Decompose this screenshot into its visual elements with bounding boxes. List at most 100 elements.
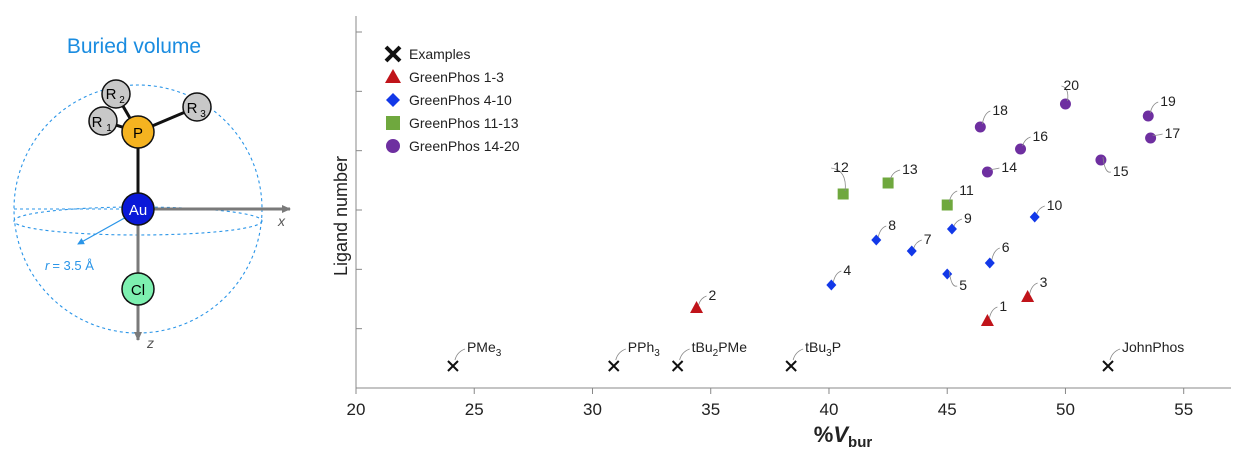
point-label: 6 (1002, 239, 1010, 255)
diamond-marker (906, 245, 917, 257)
point-label: 3 (1040, 274, 1048, 290)
point-label: 15 (1113, 163, 1129, 179)
x-tick-label: 55 (1174, 400, 1193, 419)
legend-entry: GreenPhos 4-10 (386, 92, 512, 108)
svg-text:R: R (92, 114, 103, 131)
x-axis-title-sub: bur (848, 434, 872, 449)
callout-line (454, 348, 466, 361)
point-label: 9 (964, 210, 972, 226)
legend-label: GreenPhos 4-10 (409, 92, 512, 108)
callout-line (989, 167, 1000, 170)
x-axis-label: x (277, 213, 286, 229)
diamond-marker (826, 279, 837, 291)
buried-volume-diagram: Buried volume x z r = 3.5 Å R 1 R 2 (13, 35, 291, 351)
callout-line (1029, 282, 1038, 295)
x-axis-title: %Vbur (814, 422, 873, 449)
point-label: 11 (959, 182, 974, 198)
x-tick-label: 25 (465, 400, 484, 419)
callout-line (1152, 133, 1163, 136)
point-label: 8 (888, 217, 896, 233)
point-label: 20 (1063, 77, 1079, 93)
point-label: 17 (1165, 125, 1181, 141)
callout-line (1061, 85, 1069, 102)
data-point: 1 (980, 298, 1007, 326)
legend-triangle-marker (385, 69, 401, 83)
point-label: JohnPhos (1122, 339, 1184, 355)
p-label: P (133, 125, 143, 142)
square-marker (837, 188, 849, 200)
triangle-marker (690, 301, 704, 313)
x-tick-label: 30 (583, 400, 602, 419)
legend-entry: GreenPhos 1-3 (385, 69, 504, 85)
y-axis-title: Ligand number (331, 156, 351, 276)
x-tick-label: 50 (1056, 400, 1075, 419)
callout-line (792, 348, 804, 361)
cross-marker (671, 360, 684, 372)
callout-line (948, 190, 958, 203)
data-point: 6 (984, 239, 1010, 269)
r2-base: R (106, 86, 117, 103)
diamond-marker (1029, 211, 1040, 223)
callout-line (989, 306, 998, 319)
r1-atom: R 1 (88, 106, 118, 136)
cl-label: Cl (131, 282, 145, 299)
callout-line (679, 348, 690, 361)
x-ticks: 20 25 30 35 40 45 50 55 (347, 388, 1193, 419)
data-point: tBu2PMe (671, 339, 747, 372)
data-point: tBu3P (785, 339, 841, 372)
callout-line (1149, 101, 1159, 114)
chart-axes (355, 16, 1231, 389)
legend: Examples GreenPhos 1-3 GreenPhos 4-10 Green… (384, 45, 520, 154)
phosphorus-atom: P (121, 115, 155, 149)
point-label: 5 (959, 277, 967, 293)
label-base: tBu (805, 339, 826, 355)
data-point: 14 (981, 159, 1017, 178)
legend-square-marker (386, 116, 400, 130)
legend-entry: GreenPhos 14-20 (386, 138, 520, 154)
legend-entry: Examples (384, 45, 470, 63)
label-sub: 2 (713, 348, 719, 359)
data-point: JohnPhos (1102, 339, 1184, 372)
data-point: 7 (906, 231, 932, 257)
callout-line (1036, 205, 1045, 215)
r3-sub: 3 (200, 109, 206, 120)
data-point: 8 (871, 217, 896, 246)
r3-base: R (187, 100, 198, 117)
callout-line (1109, 348, 1121, 361)
data-point: 13 (882, 161, 918, 189)
data-point: 11 (941, 182, 974, 211)
x-tick-label: 40 (820, 400, 839, 419)
callout-line (953, 218, 963, 227)
point-label: 4 (843, 262, 851, 278)
callout-line (991, 247, 1000, 261)
callout-line (913, 239, 922, 249)
au-label: Au (129, 202, 147, 219)
legend-label: Examples (409, 46, 470, 62)
callout-line (889, 169, 901, 181)
point-label: 2 (709, 287, 717, 303)
x-axis-title-main: V (833, 422, 850, 447)
label-sub: 3 (654, 348, 660, 359)
cross-marker (447, 360, 459, 372)
r3-atom: R 3 (182, 92, 212, 122)
circle-marker (1015, 143, 1027, 155)
label-tail: PMe (718, 339, 747, 355)
radius-symbol: r (45, 258, 50, 273)
triangle-marker (1021, 290, 1035, 302)
x-tick-label: 35 (701, 400, 720, 419)
point-label: 1 (999, 298, 1007, 314)
data-point: 15 (1095, 154, 1129, 179)
circle-marker (1095, 154, 1107, 166)
callout-line (981, 110, 991, 125)
circle-marker (1059, 98, 1071, 110)
r2-atom: R 2 (101, 79, 131, 109)
square-marker (941, 199, 953, 211)
data-point: 18 (974, 102, 1008, 133)
callout-line (877, 225, 887, 238)
point-label: 18 (992, 102, 1008, 118)
diamond-marker (984, 257, 995, 269)
label-sub: 3 (496, 348, 502, 359)
gold-atom: Au (121, 192, 155, 226)
